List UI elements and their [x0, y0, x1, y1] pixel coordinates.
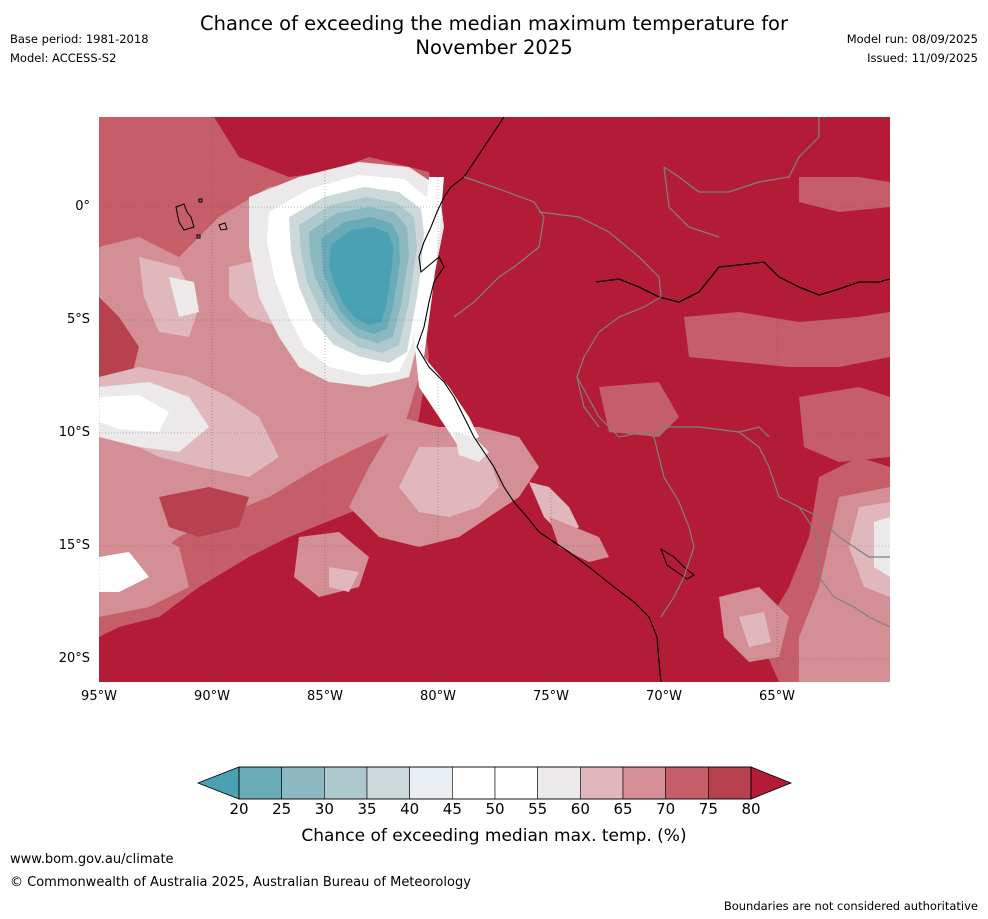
meta-left: Base period: 1981-2018 Model: ACCESS-S2 — [10, 30, 149, 68]
meta-right: Model run: 08/09/2025 Issued: 11/09/2025 — [847, 30, 978, 68]
colorbar-tick-label: 45 — [442, 800, 462, 818]
country-borders — [453, 117, 890, 628]
model-name: Model: ACCESS-S2 — [10, 51, 117, 65]
amazon-river — [595, 261, 890, 303]
lake-titicaca — [660, 547, 695, 580]
colorbar-tick-label: 50 — [485, 800, 505, 818]
lat-label-2: 10°S — [58, 425, 90, 440]
coastline — [416, 117, 662, 682]
colorbar-low-arrow — [196, 766, 240, 800]
colorbar-segment — [238, 766, 282, 800]
colorbar-tick-label: 55 — [528, 800, 548, 818]
copyright-text: © Commonwealth of Australia 2025, Austra… — [10, 875, 471, 890]
lon-label-6: 65°W — [759, 689, 795, 704]
colorbar-tick-label: 60 — [570, 800, 590, 818]
cold-anomaly — [249, 162, 444, 387]
disclaimer-text: Boundaries are not considered authoritat… — [723, 899, 978, 913]
colorbar-segment — [708, 766, 752, 800]
colorbar-tick-label: 25 — [272, 800, 292, 818]
colorbar-segment — [537, 766, 581, 800]
colorbar — [196, 766, 793, 800]
colorbar-tick-label: 70 — [656, 800, 676, 818]
colorbar-tick-label: 35 — [357, 800, 377, 818]
colorbar-tick-label: 20 — [229, 800, 249, 818]
lat-label-4: 20°S — [58, 651, 90, 666]
lon-label-1: 90°W — [194, 689, 230, 704]
colorbar-label: Chance of exceeding median max. temp. (%… — [301, 826, 687, 846]
issued-date: Issued: 11/09/2025 — [867, 51, 978, 65]
colorbar-tick-label: 30 — [314, 800, 334, 818]
lon-label-3: 80°W — [420, 689, 456, 704]
lat-label-3: 15°S — [58, 538, 90, 553]
colorbar-segment — [665, 766, 709, 800]
lon-label-0: 95°W — [81, 689, 117, 704]
lon-label-5: 70°W — [646, 689, 682, 704]
lat-label-0: 0° — [75, 199, 90, 214]
colorbar-segment — [622, 766, 666, 800]
colorbar-frame — [238, 766, 752, 800]
colorbar-tick-label: 65 — [613, 800, 633, 818]
colorbar-segment — [409, 766, 453, 800]
colorbar-tick-label: 40 — [400, 800, 420, 818]
forecast-map — [99, 117, 890, 682]
coastal-anomaly — [414, 177, 609, 562]
colorbar-segment — [281, 766, 325, 800]
website-link[interactable]: www.bom.gov.au/climate — [10, 852, 174, 867]
galapagos-islands — [175, 198, 228, 239]
colorbar-tick-label: 75 — [698, 800, 718, 818]
colorbar-segment — [494, 766, 538, 800]
colorbar-segment — [324, 766, 368, 800]
title-line-2: November 2025 — [415, 36, 573, 59]
colorbar-segment — [580, 766, 624, 800]
lat-label-1: 5°S — [66, 312, 90, 327]
land-anomaly — [599, 177, 890, 682]
graticule — [99, 117, 890, 682]
base-period: Base period: 1981-2018 — [10, 32, 149, 46]
colorbar-high-arrow — [750, 766, 793, 800]
lon-label-2: 85°W — [307, 689, 343, 704]
title-line-1: Chance of exceeding the median maximum t… — [199, 12, 789, 35]
colorbar-tick-label: 80 — [741, 800, 761, 818]
lon-label-4: 75°W — [533, 689, 569, 704]
model-run: Model run: 08/09/2025 — [846, 32, 978, 46]
colorbar-segment — [452, 766, 496, 800]
colorbar-segment — [366, 766, 410, 800]
map-title: Chance of exceeding the median maximum t… — [0, 12, 988, 60]
